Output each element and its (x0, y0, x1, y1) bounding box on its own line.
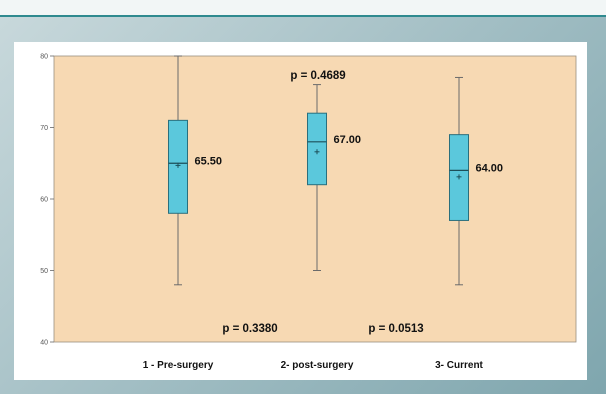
header-band (0, 0, 606, 17)
x-category-label: 2- post-surgery (281, 360, 354, 371)
p-value-annotation: p = 0.3380 (222, 323, 277, 335)
x-category-label: 1 - Pre-surgery (143, 360, 214, 371)
x-category-label: 3- Current (435, 360, 483, 371)
y-tick-label: 80 (40, 54, 48, 61)
plot-area (53, 55, 577, 343)
median-value-label: 67.00 (334, 134, 362, 146)
y-tick-label: 70 (40, 125, 48, 132)
median-value-label: 64.00 (476, 162, 504, 174)
y-tick-label: 60 (40, 197, 48, 204)
box-plot-chart: 40 50 60 70 80 1 - Pre-surgery 2- post-surgery… (40, 54, 577, 371)
median-value-label: 65.50 (195, 155, 223, 167)
p-value-annotation: p = 0.4689 (290, 70, 345, 82)
iqr-box (307, 112, 327, 186)
y-tick-label: 50 (40, 268, 48, 275)
chart-card: 40 50 60 70 80 1 - Pre-surgery 2- post-surgery… (14, 42, 587, 380)
p-value-annotation: p = 0.0513 (368, 323, 423, 335)
y-tick-label: 40 (40, 340, 48, 347)
